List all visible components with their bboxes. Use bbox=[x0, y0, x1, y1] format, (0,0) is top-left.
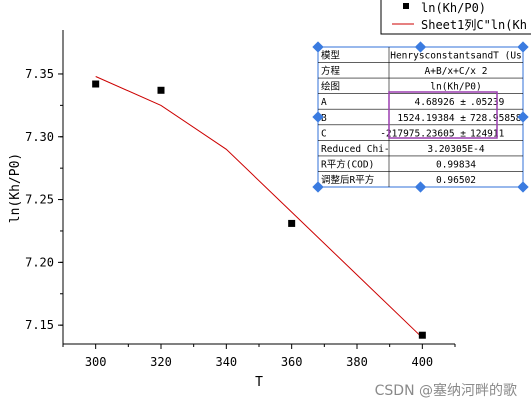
y-tick-label: 7.30 bbox=[25, 130, 54, 144]
table-cell-label: Reduced Chi- bbox=[321, 144, 390, 155]
x-tick-label: 340 bbox=[215, 355, 237, 369]
resize-handle[interactable] bbox=[414, 41, 427, 53]
x-tick-label: 400 bbox=[411, 355, 433, 369]
table-rows: 模型 HenrysconstantsandT (Us 方程 A+B/x+C/x 2 绘图… bbox=[318, 47, 523, 187]
y-axis-title: ln(Kh/P0) bbox=[8, 153, 23, 223]
table-cell-label: 调整后R平方 bbox=[321, 174, 374, 186]
x-ticks: 300 320 340 360 380 400 bbox=[62, 344, 456, 369]
table-cell-error: .05239 bbox=[470, 97, 505, 108]
x-tick-label: 320 bbox=[150, 355, 172, 369]
table-highlight-box bbox=[388, 91, 498, 139]
resize-handle[interactable] bbox=[517, 41, 529, 53]
table-cell-value: 0.99834 bbox=[436, 159, 476, 170]
table-cell-value: 1524.19384 ± bbox=[397, 113, 466, 124]
resize-handle[interactable] bbox=[312, 41, 324, 53]
table-cell-value: 4.68926 ± bbox=[415, 97, 467, 108]
table-cell-value: -217975.23605 ± bbox=[380, 128, 466, 139]
table-cell-label: 绘图 bbox=[321, 81, 340, 93]
table-cell-label: 模型 bbox=[321, 50, 341, 62]
table-cell-error: 728.95858 bbox=[470, 113, 522, 124]
table-cell-label: 方程 bbox=[321, 65, 341, 77]
table-cell-value: ln(Kh/P0) bbox=[430, 82, 481, 93]
y-tick-label: 7.35 bbox=[25, 67, 54, 81]
table-cell-value: 3.20305E-4 bbox=[427, 144, 484, 155]
x-axis-title: T bbox=[255, 375, 263, 390]
y-tick-label: 7.25 bbox=[25, 193, 54, 207]
data-point bbox=[157, 86, 165, 94]
table-cell-value: A+B/x+C/x 2 bbox=[425, 66, 488, 77]
y-tick-label: 7.20 bbox=[25, 255, 54, 269]
legend-square-marker bbox=[403, 3, 409, 9]
x-tick-label: 380 bbox=[346, 355, 368, 369]
fit-results-table[interactable]: 模型 HenrysconstantsandT (Us 方程 A+B/x+C/x 2 绘图… bbox=[312, 41, 529, 193]
x-tick-label: 360 bbox=[281, 355, 303, 369]
data-points bbox=[92, 80, 426, 339]
legend[interactable]: ln(Kh/P0) Sheet1列C"ln(Kh bbox=[380, 0, 531, 35]
table-cell-error: 124911 bbox=[470, 128, 505, 139]
y-ticks: 7.15 7.20 7.25 7.30 7.35 bbox=[25, 67, 63, 332]
x-tick-label: 300 bbox=[85, 355, 107, 369]
fit-curve bbox=[95, 76, 423, 339]
selection-handles[interactable] bbox=[312, 41, 529, 193]
table-frame bbox=[317, 46, 524, 188]
table-cell-label: A bbox=[321, 97, 327, 108]
table-cell-label: R平方(COD) bbox=[321, 158, 374, 170]
table-cell-label: C bbox=[321, 128, 327, 139]
resize-handle[interactable] bbox=[517, 181, 529, 193]
y-tick-label: 7.15 bbox=[25, 318, 54, 332]
table-cell-label: B bbox=[321, 113, 327, 124]
legend-entry-1: ln(Kh/P0) bbox=[421, 1, 486, 15]
data-point bbox=[418, 331, 426, 339]
resize-handle[interactable] bbox=[312, 181, 324, 193]
table-cell-value: HenrysconstantsandT (Us bbox=[390, 51, 522, 62]
resize-handle[interactable] bbox=[414, 181, 427, 193]
table-cell-value: 0.96502 bbox=[436, 175, 476, 186]
legend-entry-2: Sheet1列C"ln(Kh bbox=[421, 18, 527, 32]
data-point bbox=[92, 80, 100, 88]
watermark: CSDN @塞纳河畔的歌 bbox=[374, 383, 517, 399]
data-point bbox=[288, 219, 296, 227]
